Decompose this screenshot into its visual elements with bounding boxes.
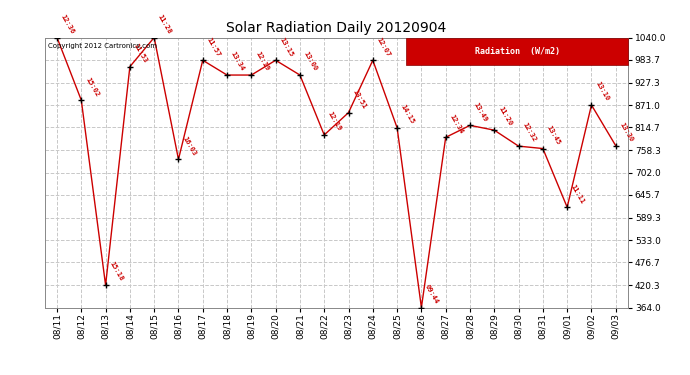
Text: 11:11: 11:11: [570, 183, 586, 204]
Text: 12:07: 12:07: [375, 36, 391, 57]
Text: 15:18: 15:18: [108, 261, 124, 282]
Bar: [406, 38, 628, 64]
Text: 12:19: 12:19: [254, 51, 270, 72]
Text: 11:57: 11:57: [206, 36, 221, 57]
Text: 15:02: 15:02: [84, 76, 100, 98]
Title: Solar Radiation Daily 20120904: Solar Radiation Daily 20120904: [226, 21, 446, 35]
Text: 12:19: 12:19: [327, 111, 343, 132]
Text: 13:00: 13:00: [303, 51, 319, 72]
Text: 11:20: 11:20: [497, 106, 513, 128]
Text: 14:15: 14:15: [400, 104, 415, 125]
Text: 13:51: 13:51: [351, 88, 367, 110]
Text: 12:32: 12:32: [522, 122, 538, 143]
Text: Copyright 2012 Cartronics.com: Copyright 2012 Cartronics.com: [48, 43, 157, 49]
Text: 11:28: 11:28: [157, 13, 172, 35]
Text: 13:30: 13:30: [618, 122, 634, 143]
Text: 13:15: 13:15: [279, 36, 294, 57]
Text: 16:03: 16:03: [181, 135, 197, 156]
Text: 12:34: 12:34: [448, 113, 464, 135]
Text: 12:36: 12:36: [60, 13, 76, 35]
Text: 13:34: 13:34: [230, 51, 246, 72]
Text: 13:49: 13:49: [473, 101, 489, 123]
Text: 13:45: 13:45: [546, 124, 562, 146]
Text: 11:53: 11:53: [132, 42, 148, 64]
Text: 09:44: 09:44: [424, 284, 440, 305]
Text: 13:10: 13:10: [594, 81, 610, 102]
Text: Radiation  (W/m2): Radiation (W/m2): [475, 46, 560, 56]
